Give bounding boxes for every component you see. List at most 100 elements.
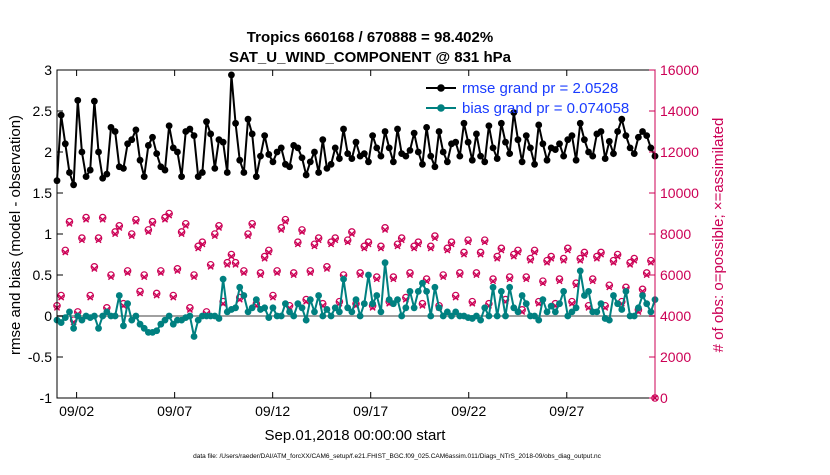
nobs-possible-point	[136, 287, 144, 296]
nobs-assimilated-point	[278, 226, 285, 233]
y-axis-left-label: rmse and bias (model - observation)	[7, 115, 24, 355]
nobs-assimilated-point	[257, 271, 264, 279]
rmse-point	[468, 156, 476, 164]
rmse-point	[319, 136, 327, 144]
nobs-assimilated-point	[448, 241, 455, 248]
nobs-assimilated-point	[431, 235, 438, 242]
nobs-assimilated-point	[581, 251, 588, 258]
nobs-possible-point	[593, 252, 601, 261]
rmse-point	[394, 125, 401, 133]
bias-point	[365, 271, 372, 279]
rmse-point	[589, 152, 597, 160]
y-right-tick-label: 2000	[660, 349, 691, 365]
bias-point	[115, 292, 123, 299]
rmse-point	[128, 136, 136, 144]
bias-point	[294, 300, 302, 308]
nobs-possible-point	[563, 244, 572, 253]
rmse-point	[269, 158, 277, 166]
nobs-assimilated-point	[489, 278, 497, 285]
nobs-possible-point	[223, 258, 232, 267]
nobs-possible-point	[356, 269, 364, 277]
bias-point	[394, 296, 401, 303]
nobs-assimilated-point	[531, 249, 538, 256]
nobs-assimilated-point	[265, 249, 272, 256]
nobs-assimilated-point	[174, 267, 181, 274]
rmse-point	[485, 122, 493, 130]
nobs-assimilated-point	[78, 237, 86, 244]
nobs-possible-point	[323, 262, 331, 271]
nobs-possible-point	[472, 269, 481, 277]
nobs-assimilated-point	[157, 269, 164, 277]
y-right-tick-label: 6000	[660, 267, 691, 283]
bias-point	[423, 288, 430, 295]
rmse-point	[136, 156, 144, 164]
rmse-point	[506, 150, 514, 158]
bias-point	[269, 304, 277, 312]
bias-point	[551, 308, 559, 316]
nobs-possible-point	[327, 238, 335, 247]
bias-point	[352, 296, 360, 303]
nobs-possible-point	[480, 236, 489, 244]
nobs-possible-point	[381, 224, 389, 232]
bias-point	[610, 292, 617, 299]
rmse-point	[169, 144, 177, 152]
rmse-point	[543, 156, 551, 164]
rmse-point	[427, 152, 435, 160]
nobs-possible-point	[314, 234, 323, 242]
nobs-possible-point	[609, 256, 618, 265]
bias-point	[132, 312, 140, 320]
nobs-possible-point	[123, 267, 132, 275]
rmse-point	[107, 124, 115, 131]
nobs-possible-point	[277, 224, 286, 232]
bias-point	[485, 312, 493, 320]
nobs-assimilated-point	[315, 237, 322, 244]
rmse-point	[70, 181, 78, 189]
bias-point	[443, 308, 451, 316]
bias-point	[161, 316, 169, 324]
nobs-possible-point	[456, 269, 464, 277]
rmse-point	[477, 152, 484, 160]
nobs-possible-point	[127, 230, 136, 238]
rmse-point	[306, 158, 314, 166]
rmse-point	[406, 146, 414, 154]
nobs-assimilated-point	[556, 278, 563, 285]
bias-point	[74, 312, 82, 320]
rmse-point	[165, 122, 173, 130]
nobs-assimilated-point	[452, 294, 459, 301]
nobs-assimilated-point	[631, 257, 638, 264]
rmse-point	[377, 152, 385, 160]
bias-point	[232, 304, 239, 312]
nobs-assimilated-point	[298, 228, 306, 236]
nobs-possible-point	[530, 246, 539, 255]
nobs-assimilated-point	[415, 241, 422, 248]
bias-point	[306, 296, 314, 303]
nobs-assimilated-point	[145, 228, 152, 236]
nobs-possible-point	[231, 258, 240, 267]
nobs-possible-point	[613, 250, 622, 259]
bias-point	[282, 300, 289, 308]
bias-point	[630, 312, 638, 320]
nobs-assimilated-point	[207, 263, 214, 270]
rmse-point	[74, 96, 82, 104]
rmse-point	[622, 132, 630, 140]
rmse-point	[360, 150, 368, 158]
nobs-assimilated-point	[373, 276, 380, 283]
nobs-assimilated-point	[381, 226, 389, 233]
y-right-tick-label: 16000	[660, 62, 699, 78]
rmse-point	[352, 138, 360, 146]
bias-point	[593, 308, 601, 316]
bias-point	[643, 300, 651, 308]
nobs-possible-point	[397, 234, 406, 242]
nobs-assimilated-point	[149, 220, 156, 227]
bias-point	[319, 312, 327, 320]
nobs-assimilated-point	[564, 247, 571, 254]
rmse-point	[186, 125, 194, 133]
rmse-point	[510, 109, 518, 117]
rmse-point	[473, 130, 480, 138]
rmse-point	[572, 156, 580, 164]
nobs-possible-point	[559, 254, 568, 263]
rmse-point	[261, 132, 269, 140]
bias-point	[136, 320, 144, 328]
nobs-assimilated-point	[344, 239, 351, 246]
